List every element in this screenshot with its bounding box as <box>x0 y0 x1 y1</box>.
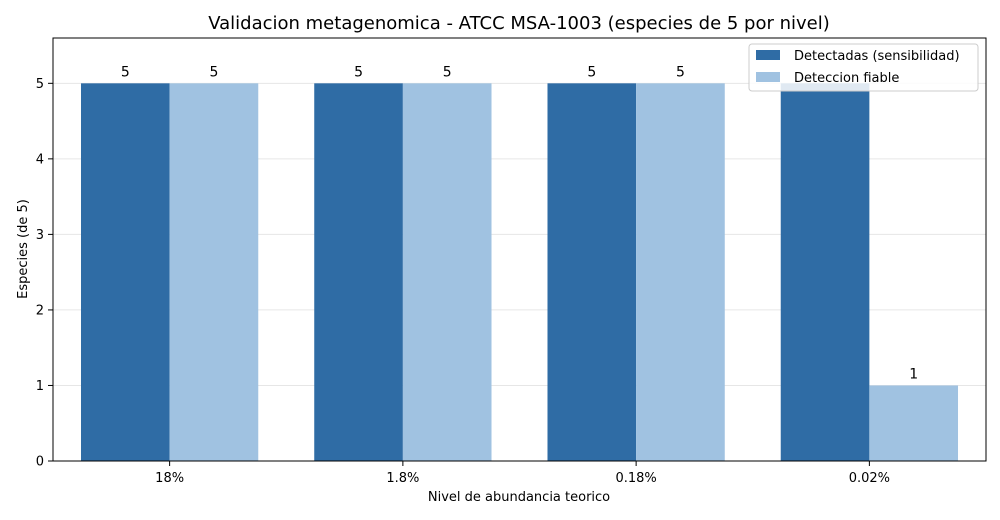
bar-fiable <box>636 83 725 462</box>
bar-detectadas <box>547 83 637 462</box>
bar-value-label: 5 <box>587 64 596 80</box>
bar-fiable <box>402 83 492 462</box>
y-tick-label: 4 <box>36 152 44 167</box>
bar-value-label: 5 <box>676 64 685 80</box>
y-tick-label: 5 <box>36 77 44 92</box>
y-tick-label: 0 <box>36 455 44 470</box>
bar-value-label: 1 <box>909 366 918 382</box>
legend: Detectadas (sensibilidad) Deteccion fiab… <box>748 43 979 92</box>
bar-value-label: 5 <box>443 64 452 80</box>
x-tick-label: 1.8% <box>386 471 419 486</box>
bars <box>80 83 959 462</box>
y-axis: 0 1 2 3 4 5 <box>36 77 53 470</box>
legend-box <box>748 43 979 92</box>
y-axis-label: Especies (de 5) <box>16 199 31 299</box>
bar-detectadas <box>780 83 870 462</box>
x-axis: 18% 1.8% 0.18% 0.02% <box>155 461 890 486</box>
bar-value-label: 5 <box>354 64 363 80</box>
bar-detectadas <box>80 83 170 462</box>
x-tick-label: 0.02% <box>849 471 890 486</box>
legend-swatch-fiable <box>756 72 780 82</box>
x-tick-label: 18% <box>155 471 184 486</box>
bar-fiable <box>169 83 259 462</box>
y-tick-label: 3 <box>36 228 44 243</box>
x-axis-label: Nivel de abundancia teorico <box>428 490 610 505</box>
bar-fiable <box>869 385 959 461</box>
legend-label-detectadas: Detectadas (sensibilidad) <box>794 49 960 64</box>
data-labels: 5 5 5 5 5 5 1 <box>121 64 918 382</box>
y-tick-label: 1 <box>36 379 44 394</box>
plot-frame <box>52 37 987 462</box>
x-tick-label: 0.18% <box>615 471 656 486</box>
legend-swatch-detectadas <box>756 50 780 60</box>
bar-value-label: 5 <box>209 64 218 80</box>
bar-detectadas <box>314 83 403 462</box>
chart-title: Validacion metagenomica - ATCC MSA-1003 … <box>208 13 830 34</box>
y-tick-label: 2 <box>36 303 44 318</box>
legend-label-fiable: Deteccion fiable <box>794 71 899 86</box>
bar-value-label: 5 <box>121 64 130 80</box>
